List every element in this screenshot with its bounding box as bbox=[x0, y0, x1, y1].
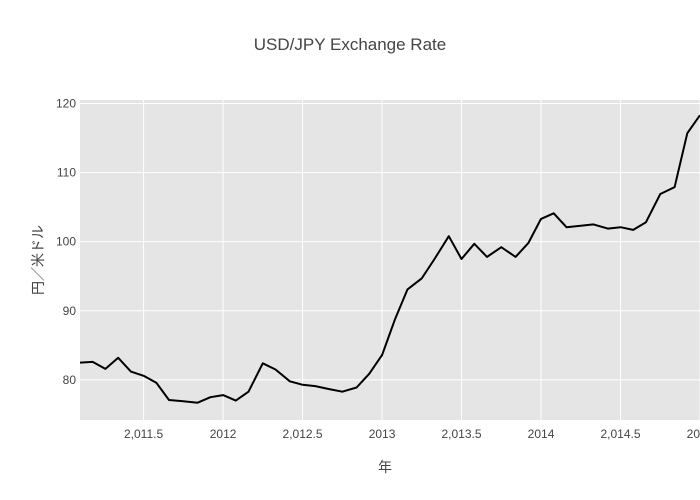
y-tick-label: 80 bbox=[63, 373, 77, 387]
y-tick-label: 120 bbox=[56, 96, 76, 110]
y-tick-label: 90 bbox=[63, 304, 77, 318]
y-axis-title: 円／米ドル bbox=[30, 225, 46, 295]
x-axis-ticks: 2,011.5 2012 2,012.5 2013 2,013.5 2014 2,014.5… bbox=[124, 427, 700, 441]
grid-lines bbox=[80, 100, 700, 420]
x-tick-label: 2014 bbox=[528, 427, 555, 441]
y-tick-label: 100 bbox=[56, 235, 76, 249]
chart-title: USD/JPY Exchange Rate bbox=[254, 35, 446, 54]
y-tick-label: 110 bbox=[57, 166, 76, 180]
x-tick-label: 2013 bbox=[369, 427, 396, 441]
x-tick-label: 2,012.5 bbox=[283, 427, 323, 441]
x-tick-label: 2015 bbox=[687, 427, 700, 441]
x-axis-title: 年 bbox=[378, 459, 392, 475]
x-tick-label: 2012 bbox=[210, 427, 237, 441]
plot-area bbox=[80, 100, 700, 420]
x-tick-label: 2,011.5 bbox=[124, 427, 163, 441]
series-line bbox=[79, 114, 700, 404]
x-tick-label: 2,013.5 bbox=[442, 427, 482, 441]
x-tick-label: 2,014.5 bbox=[600, 427, 640, 441]
y-axis-ticks: 80 90 100 110 120 bbox=[56, 96, 76, 386]
